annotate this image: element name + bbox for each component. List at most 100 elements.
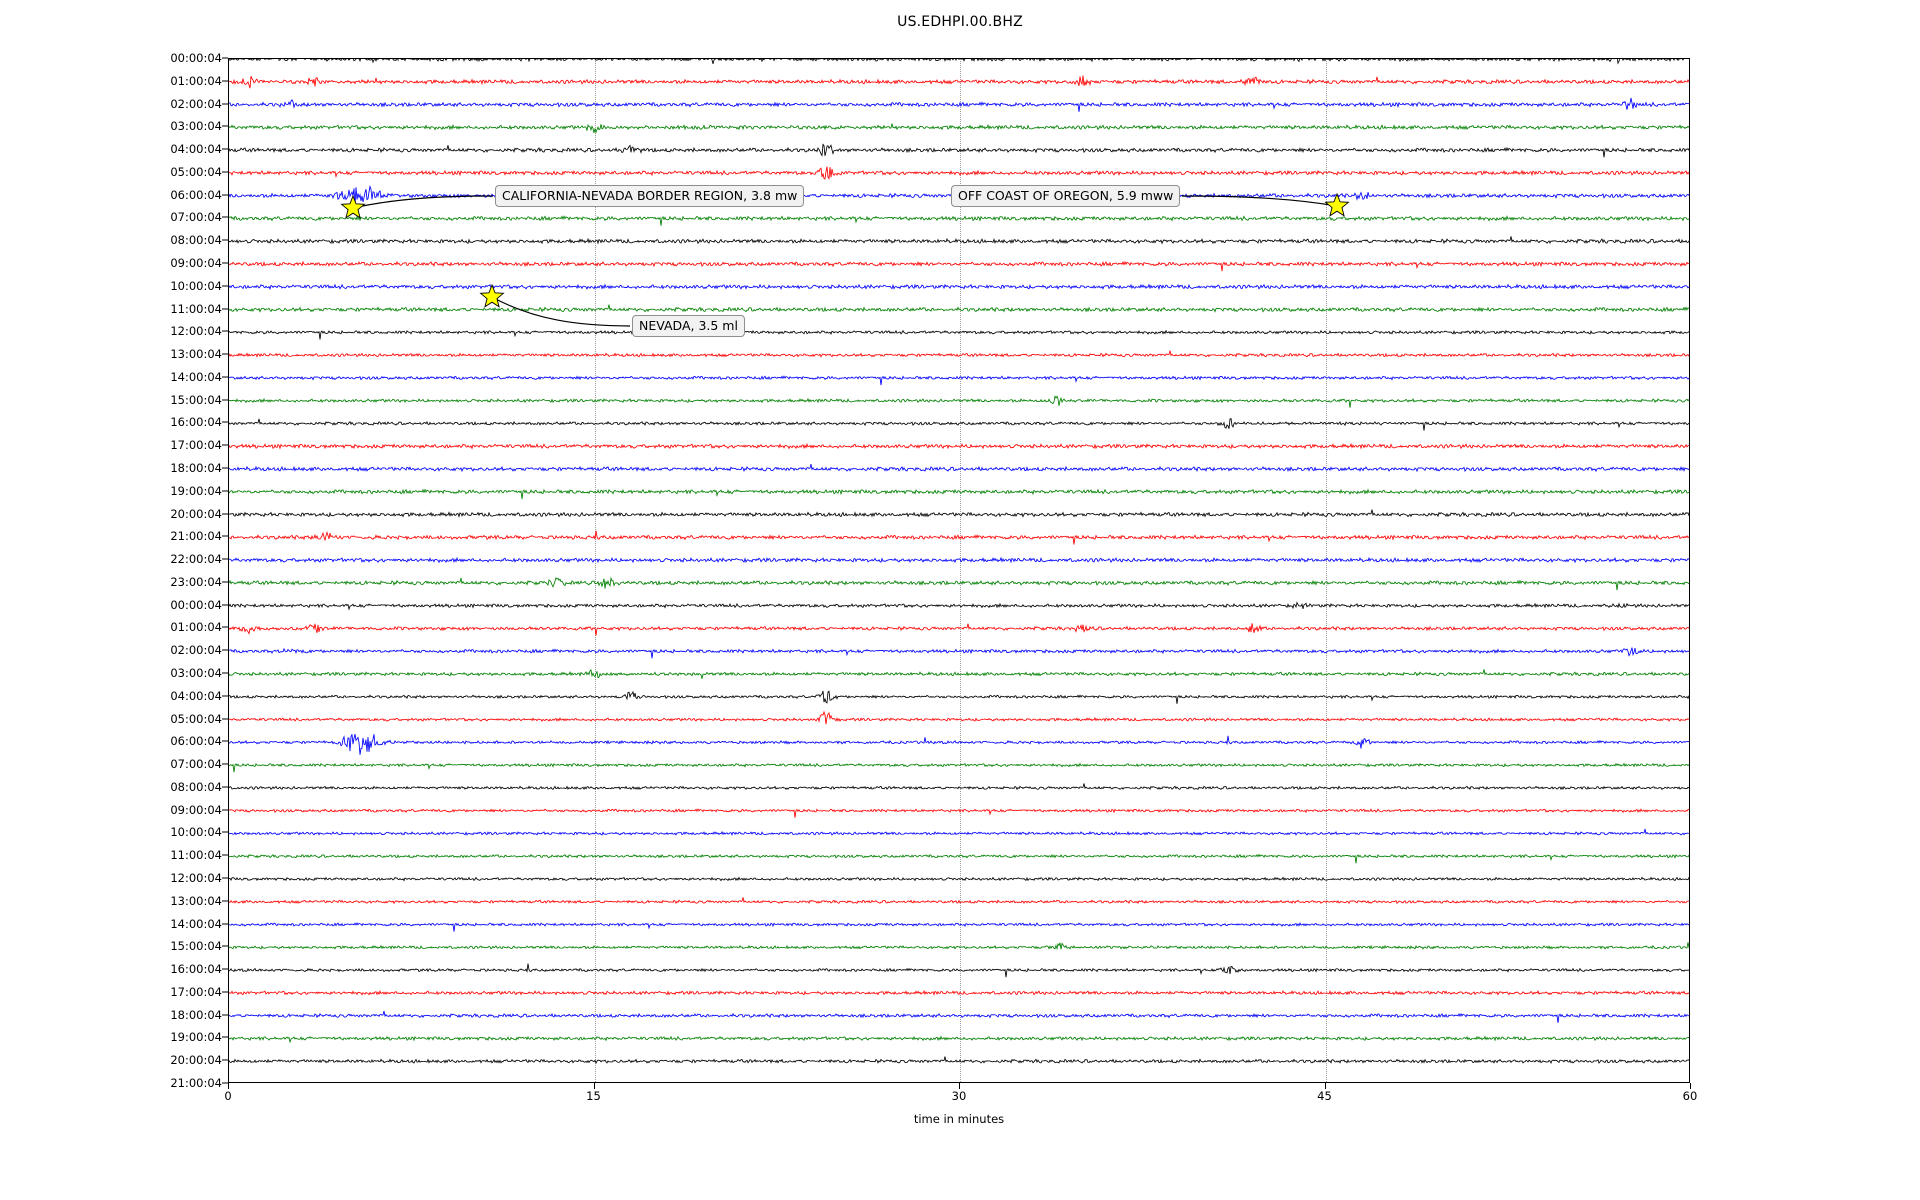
y-tick-mark-27 [222, 672, 228, 674]
x-tick-label-0: 0 [224, 1089, 232, 1103]
y-tick-mark-11 [222, 308, 228, 310]
event-label-1[interactable]: OFF COAST OF OREGON, 5.9 mww [951, 185, 1181, 208]
y-tick-label-20: 20:00:04 [170, 506, 222, 521]
y-tick-label-25: 01:00:04 [170, 620, 222, 635]
y-tick-mark-4 [222, 148, 228, 150]
y-tick-label-24: 00:00:04 [170, 597, 222, 612]
y-tick-mark-2 [222, 103, 228, 105]
y-tick-mark-5 [222, 171, 228, 173]
y-tick-mark-13 [222, 353, 228, 355]
y-tick-label-4: 04:00:04 [170, 142, 222, 157]
y-tick-label-39: 15:00:04 [170, 939, 222, 954]
y-tick-mark-10 [222, 285, 228, 287]
y-tick-label-12: 12:00:04 [170, 324, 222, 339]
y-tick-label-14: 14:00:04 [170, 369, 222, 384]
y-tick-label-28: 04:00:04 [170, 688, 222, 703]
y-tick-mark-15 [222, 399, 228, 401]
y-tick-label-19: 19:00:04 [170, 483, 222, 498]
event-label-2[interactable]: NEVADA, 3.5 ml [632, 315, 745, 338]
y-tick-label-13: 13:00:04 [170, 347, 222, 362]
x-axis-label: time in minutes [913, 1112, 1005, 1126]
x-tick-label-60: 60 [1682, 1089, 1698, 1103]
y-tick-mark-36 [222, 877, 228, 879]
x-tick-mark-45 [1324, 1083, 1326, 1089]
x-tick-label-45: 45 [1317, 1089, 1332, 1103]
y-tick-label-33: 09:00:04 [170, 802, 222, 817]
x-tick-mark-15 [593, 1083, 595, 1089]
y-tick-mark-14 [222, 376, 228, 378]
event-label-0[interactable]: CALIFORNIA-NEVADA BORDER REGION, 3.8 mw [495, 185, 805, 208]
gridline-45 [1325, 59, 1327, 1082]
y-tick-label-18: 18:00:04 [170, 461, 222, 475]
y-tick-mark-0 [222, 57, 228, 59]
plot-area[interactable] [228, 58, 1690, 1083]
y-tick-mark-23 [222, 581, 228, 583]
y-tick-label-9: 09:00:04 [170, 256, 222, 270]
y-tick-mark-42 [222, 1014, 228, 1016]
y-tick-mark-17 [222, 444, 228, 446]
y-tick-mark-44 [222, 1059, 228, 1061]
y-tick-mark-28 [222, 695, 228, 697]
y-tick-label-8: 08:00:04 [170, 233, 222, 248]
y-tick-mark-33 [222, 809, 228, 811]
y-tick-label-31: 07:00:04 [170, 757, 222, 772]
y-tick-label-40: 16:00:04 [170, 962, 222, 977]
y-tick-mark-41 [222, 991, 228, 993]
x-tick-label-30: 30 [951, 1089, 967, 1103]
y-tick-mark-26 [222, 649, 228, 651]
y-tick-mark-24 [222, 604, 228, 606]
y-tick-label-29: 05:00:04 [170, 711, 222, 726]
y-tick-label-15: 15:00:04 [170, 392, 222, 407]
y-tick-label-16: 16:00:04 [170, 415, 222, 430]
y-tick-mark-22 [222, 558, 228, 560]
y-tick-label-45: 21:00:04 [170, 1076, 222, 1090]
y-tick-label-22: 22:00:04 [170, 552, 222, 567]
y-tick-mark-20 [222, 513, 228, 515]
y-tick-mark-12 [222, 330, 228, 332]
y-tick-label-17: 17:00:04 [170, 438, 222, 453]
y-tick-mark-40 [222, 968, 228, 970]
y-tick-label-27: 03:00:04 [170, 666, 222, 680]
y-tick-label-37: 13:00:04 [170, 893, 222, 908]
y-tick-label-30: 06:00:04 [170, 734, 222, 749]
y-tick-label-26: 02:00:04 [170, 643, 222, 658]
y-tick-label-34: 10:00:04 [170, 825, 222, 840]
y-tick-mark-1 [222, 80, 228, 82]
y-tick-mark-38 [222, 923, 228, 925]
y-tick-label-10: 10:00:04 [170, 278, 222, 293]
x-tick-mark-60 [1690, 1083, 1691, 1089]
y-tick-mark-39 [222, 945, 228, 947]
x-tick-mark-30 [959, 1083, 960, 1089]
y-tick-label-6: 06:00:04 [170, 187, 222, 202]
y-tick-label-38: 14:00:04 [170, 916, 222, 931]
x-tick-mark-0 [228, 1083, 229, 1089]
page-title: US.EDHPI.00.BHZ [897, 14, 1023, 30]
gridline-15 [594, 59, 596, 1082]
y-tick-mark-34 [222, 831, 228, 833]
y-tick-label-1: 01:00:04 [170, 73, 222, 88]
y-tick-mark-7 [222, 216, 228, 218]
y-tick-mark-9 [222, 262, 228, 264]
y-tick-label-3: 03:00:04 [170, 119, 222, 134]
y-tick-mark-43 [222, 1036, 228, 1038]
y-tick-mark-32 [222, 786, 228, 788]
y-tick-label-35: 11:00:04 [170, 848, 222, 863]
y-tick-mark-37 [222, 900, 228, 902]
y-tick-mark-21 [222, 535, 228, 537]
y-tick-label-36: 12:00:04 [170, 871, 222, 885]
y-tick-label-7: 07:00:04 [170, 210, 222, 225]
y-tick-mark-30 [222, 740, 228, 742]
y-tick-label-42: 18:00:04 [170, 1007, 222, 1022]
y-tick-label-21: 21:00:04 [170, 529, 222, 544]
y-tick-mark-6 [222, 194, 228, 196]
gridline-30 [960, 59, 961, 1082]
y-tick-label-41: 17:00:04 [170, 984, 222, 999]
y-tick-mark-25 [222, 626, 228, 628]
y-tick-mark-45 [222, 1082, 228, 1084]
y-tick-mark-31 [222, 763, 228, 765]
y-tick-mark-29 [222, 718, 228, 720]
y-tick-mark-35 [222, 854, 228, 856]
y-tick-label-2: 02:00:04 [170, 96, 222, 111]
y-tick-mark-19 [222, 490, 228, 492]
